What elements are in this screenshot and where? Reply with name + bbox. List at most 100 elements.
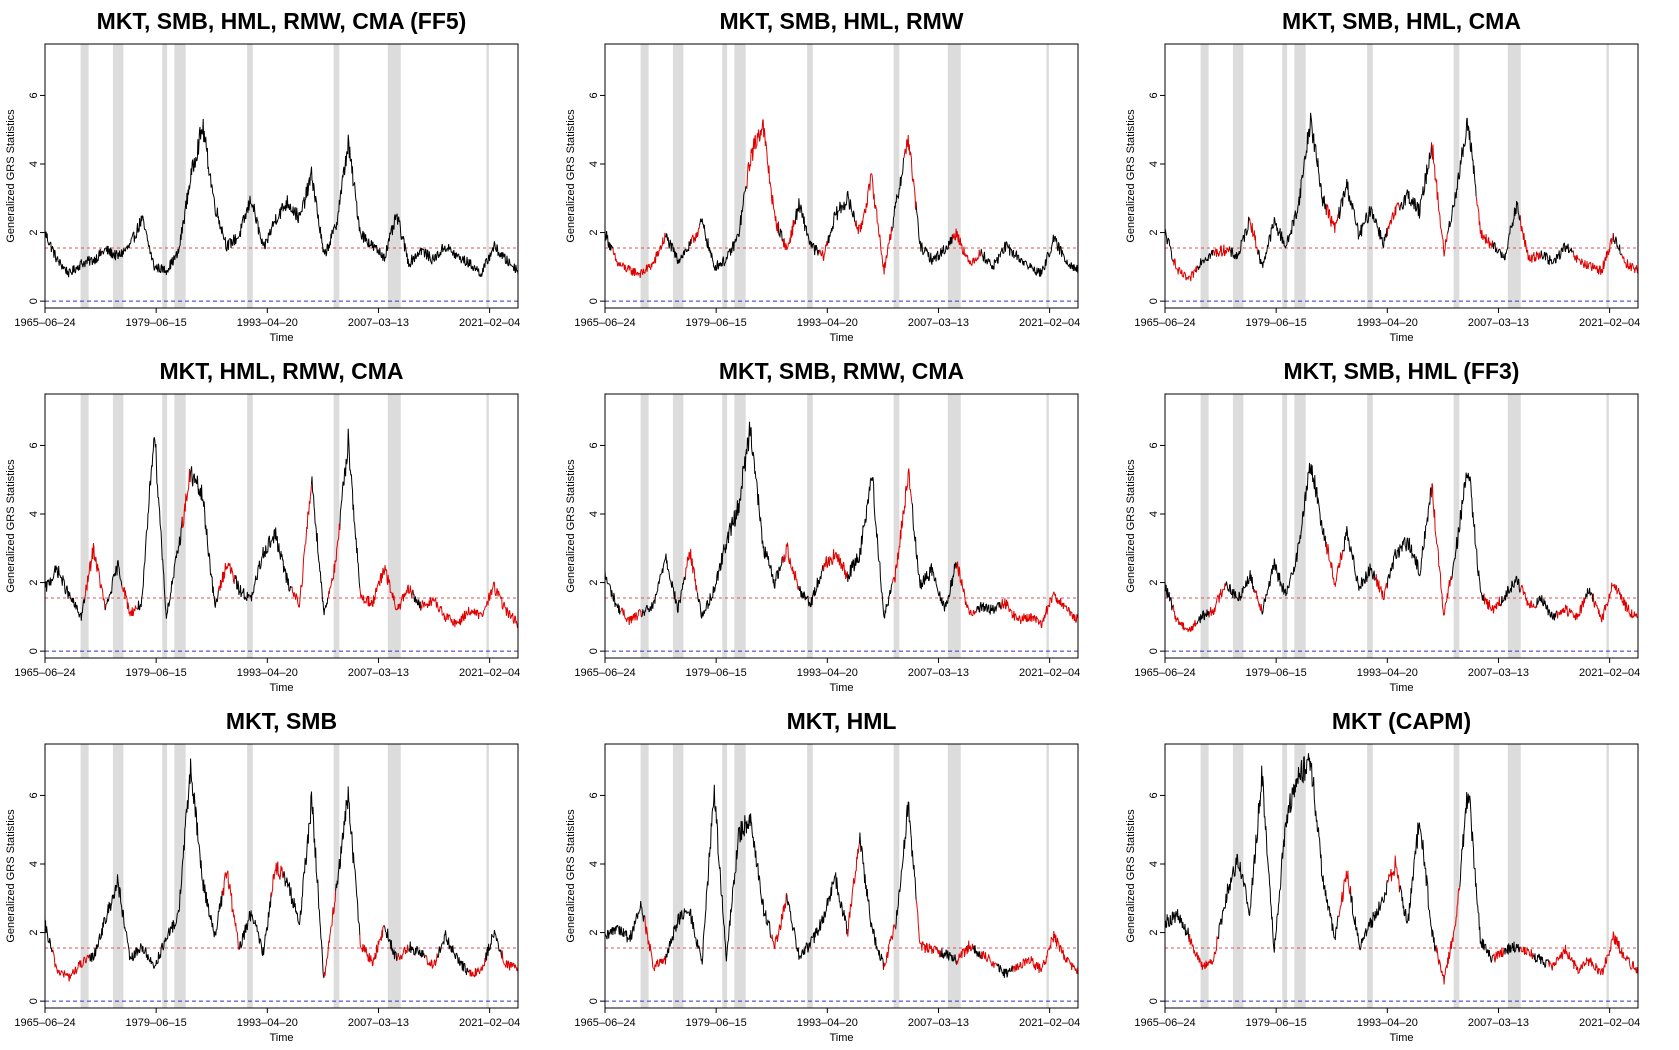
- y-tick-label: 2: [1148, 580, 1160, 586]
- x-tick-label: 1965–06–24: [574, 667, 635, 679]
- x-tick-label: 2021–02–04: [1579, 667, 1640, 679]
- plot-frame: [1164, 43, 1639, 309]
- shaded-period: [174, 44, 186, 308]
- x-axis-label: Time: [1389, 682, 1413, 694]
- shaded-period: [80, 394, 89, 658]
- shaded-period: [893, 394, 900, 658]
- chart-title: MKT (CAPM): [1332, 708, 1471, 734]
- x-tick-label: 2007–03–13: [1468, 1017, 1529, 1029]
- plot-frame: [604, 43, 1079, 309]
- shaded-period: [1282, 44, 1288, 308]
- x-tick-label: 2007–03–13: [1468, 317, 1529, 329]
- y-tick-label: 6: [588, 442, 600, 448]
- shaded-period: [722, 744, 728, 1008]
- y-tick-label: 6: [1148, 792, 1160, 798]
- shaded-period: [807, 744, 813, 1008]
- x-tick-label: 1979–06–15: [1246, 667, 1307, 679]
- x-tick-label: 1979–06–15: [126, 317, 187, 329]
- y-tick-label: 6: [588, 792, 600, 798]
- chart-svg: MKT, SMB, HML, CMA 0 2 4 6 1965–06–24 1979–06–…: [1125, 8, 1640, 344]
- plot-frame: [604, 393, 1079, 659]
- shaded-period: [174, 744, 186, 1008]
- shaded-period: [333, 394, 340, 658]
- y-tick-label: 4: [1148, 861, 1160, 867]
- x-tick-label: 1965–06–24: [14, 317, 75, 329]
- x-tick-label: 1965–06–24: [574, 1017, 635, 1029]
- chart-title: MKT, SMB, HML, CMA: [1282, 8, 1521, 34]
- shaded-period: [672, 394, 684, 658]
- shaded-period: [1294, 394, 1306, 658]
- x-axis-label: Time: [829, 332, 853, 344]
- x-tick-label: 2021–02–04: [459, 667, 520, 679]
- chart-panel-8: MKT, HML 0 2 4 6 1965–06–24 1979–06–15 1993–04–…: [560, 700, 1120, 1050]
- y-tick-label: 4: [28, 161, 40, 167]
- grs-series-highlight-line: [1172, 142, 1639, 282]
- shaded-period: [640, 44, 649, 308]
- x-tick-label: 1979–06–15: [1246, 317, 1307, 329]
- y-tick-label: 0: [28, 298, 40, 304]
- chart-panel-4: MKT, HML, RMW, CMA 0 2 4 6 1965–06–24 1979–06–…: [0, 350, 560, 700]
- chart-title: MKT, SMB: [226, 708, 337, 734]
- y-tick-label: 0: [1148, 998, 1160, 1004]
- chart-panel-9: MKT (CAPM) 0 2 4 6 1965–06–24 1979–06–15 1993–0…: [1120, 700, 1679, 1050]
- grs-series-highlight-line: [1172, 483, 1639, 633]
- x-axis-label: Time: [1389, 1032, 1413, 1044]
- chart-panel-5: MKT, SMB, RMW, CMA 0 2 4 6 1965–06–24 1979–06–…: [560, 350, 1120, 700]
- grs-series-highlight-line: [644, 843, 1079, 975]
- shaded-period: [947, 44, 961, 308]
- shaded-period: [1200, 394, 1209, 658]
- x-tick-label: 2021–02–04: [1579, 1017, 1640, 1029]
- shaded-period: [734, 394, 746, 658]
- chart-svg: MKT, SMB, HML, RMW, CMA (FF5) 0 2 4 6 1965–06…: [5, 8, 520, 344]
- y-tick-label: 2: [28, 230, 40, 236]
- y-axis-label: Generalized GRS Statistics: [565, 809, 577, 943]
- shaded-period: [80, 744, 89, 1008]
- y-tick-label: 6: [1148, 92, 1160, 98]
- chart-panel-2: MKT, SMB, HML, RMW 0 2 4 6 1965–06–24 1979–06–…: [560, 0, 1120, 350]
- shaded-period: [247, 44, 253, 308]
- shaded-period: [112, 744, 124, 1008]
- y-tick-label: 4: [28, 511, 40, 517]
- y-axis-label: Generalized GRS Statistics: [1125, 109, 1137, 243]
- shaded-period: [1453, 44, 1460, 308]
- y-tick-label: 2: [28, 580, 40, 586]
- x-axis-label: Time: [269, 682, 293, 694]
- chart-title: MKT, SMB, HML, RMW, CMA (FF5): [97, 8, 467, 34]
- shaded-period: [1046, 744, 1049, 1008]
- shaded-period: [162, 44, 168, 308]
- grs-series-line: [604, 421, 1002, 619]
- shaded-period: [640, 394, 649, 658]
- shaded-period: [672, 744, 684, 1008]
- chart-title: MKT, SMB, RMW, CMA: [719, 358, 964, 384]
- x-tick-label: 2007–03–13: [348, 317, 409, 329]
- y-tick-label: 0: [1148, 298, 1160, 304]
- x-tick-label: 1993–04–20: [797, 667, 858, 679]
- y-tick-label: 4: [28, 861, 40, 867]
- shaded-period: [1606, 394, 1609, 658]
- grs-series-line: [1164, 462, 1594, 625]
- y-tick-label: 4: [1148, 161, 1160, 167]
- shaded-period: [486, 44, 489, 308]
- x-tick-label: 1965–06–24: [574, 317, 635, 329]
- shaded-period: [162, 744, 168, 1008]
- x-tick-label: 2007–03–13: [908, 317, 969, 329]
- chart-svg: MKT, HML 0 2 4 6 1965–06–24 1979–06–15 1993–04–…: [565, 708, 1080, 1044]
- x-axis-label: Time: [829, 1032, 853, 1044]
- shaded-period: [1282, 744, 1288, 1008]
- x-tick-label: 1979–06–15: [686, 317, 747, 329]
- x-tick-label: 1979–06–15: [126, 1017, 187, 1029]
- y-tick-label: 2: [1148, 230, 1160, 236]
- plot-frame: [44, 43, 519, 309]
- y-tick-label: 4: [588, 861, 600, 867]
- chart-svg: MKT, SMB, RMW, CMA 0 2 4 6 1965–06–24 1979–06–…: [565, 358, 1080, 694]
- chart-title: MKT, SMB, HML, RMW: [719, 8, 963, 34]
- y-axis-label: Generalized GRS Statistics: [565, 459, 577, 593]
- x-tick-label: 1993–04–20: [797, 1017, 858, 1029]
- shaded-period: [893, 744, 900, 1008]
- grs-series-line: [1164, 753, 1550, 968]
- shaded-period: [807, 44, 813, 308]
- y-tick-label: 0: [28, 648, 40, 654]
- y-axis-label: Generalized GRS Statistics: [1125, 809, 1137, 943]
- shaded-period: [174, 394, 186, 658]
- x-tick-label: 1979–06–15: [686, 667, 747, 679]
